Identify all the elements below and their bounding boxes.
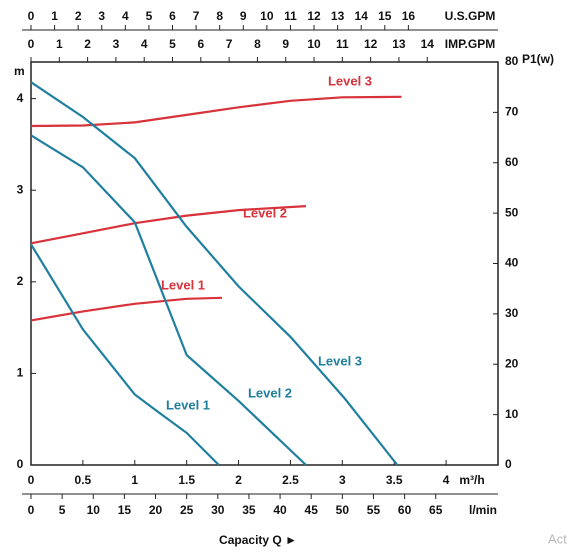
x-tick-label: 45 [305, 503, 319, 517]
x-tick-label: 4 [122, 9, 129, 23]
y2-tick-label: 70 [505, 105, 519, 119]
x-axis-title: Capacity Q ► [219, 533, 297, 547]
x-tick-label: 60 [398, 503, 412, 517]
y2-tick-label: 20 [505, 356, 519, 370]
x-tick-label: 13 [331, 9, 345, 23]
x-tick-label: 2 [235, 473, 242, 487]
x-tick-label: 16 [402, 9, 416, 23]
x-tick-label: 12 [307, 9, 321, 23]
x-axis-unit: IMP.GPM [445, 37, 495, 51]
x-tick-label: 5 [169, 37, 176, 51]
x-tick-label: 2 [84, 37, 91, 51]
x-axis-unit: U.S.GPM [445, 9, 496, 23]
x-tick-label: 15 [378, 9, 392, 23]
x-tick-label: 0 [28, 9, 35, 23]
x-tick-label: 9 [282, 37, 289, 51]
y2-tick-label: 40 [505, 256, 519, 270]
x-tick-label: 4 [443, 473, 450, 487]
x-tick-label: 40 [273, 503, 287, 517]
x-tick-label: 0 [28, 473, 35, 487]
curve [30, 134, 307, 466]
x-tick-label: 6 [169, 9, 176, 23]
y-tick-label: 2 [17, 274, 24, 288]
x-tick-label: 30 [211, 503, 225, 517]
series-label: Level 3 [318, 353, 362, 368]
plot-frame [30, 61, 499, 466]
x-tick-label: 2.5 [282, 473, 299, 487]
y2-tick-label: 80 [505, 54, 519, 68]
x-tick-label: 13 [392, 37, 406, 51]
series-label: Level 1 [166, 397, 210, 412]
y-tick-label: 3 [17, 182, 24, 196]
y2-axis-label: P1(w) [522, 52, 554, 66]
x-tick-label: 10 [87, 503, 101, 517]
y2-tick-label: 60 [505, 155, 519, 169]
x-tick-label: 11 [336, 37, 349, 51]
y-axis-label: m [14, 64, 25, 78]
y-tick-label: 1 [17, 366, 24, 380]
x-tick-label: 6 [197, 37, 204, 51]
watermark: Act [548, 531, 567, 546]
x-tick-label: 3 [339, 473, 346, 487]
curve [30, 205, 307, 245]
y2-tick-label: 30 [505, 306, 519, 320]
x-tick-label: 55 [367, 503, 381, 517]
x-tick-label: 10 [307, 37, 321, 51]
x-tick-label: 0.5 [75, 473, 92, 487]
x-tick-label: 3 [98, 9, 105, 23]
x-tick-label: 0 [28, 37, 35, 51]
y2-tick-label: 0 [505, 457, 512, 471]
x-tick-label: 1.5 [178, 473, 195, 487]
x-tick-label: 7 [226, 37, 233, 51]
x-tick-label: 1 [131, 473, 138, 487]
y2-tick-label: 50 [505, 205, 519, 219]
curve [30, 296, 223, 322]
x-axis-unit: l/min [469, 503, 497, 517]
x-tick-label: 1 [56, 37, 63, 51]
x-tick-label: 25 [180, 503, 194, 517]
series-label: Level 2 [243, 205, 287, 220]
x-tick-label: 65 [429, 503, 443, 517]
x-tick-label: 14 [421, 37, 435, 51]
x-tick-label: 7 [193, 9, 200, 23]
x-tick-label: 11 [284, 9, 297, 23]
x-tick-label: 2 [75, 9, 82, 23]
x-tick-label: 10 [260, 9, 274, 23]
x-tick-label: 4 [141, 37, 148, 51]
x-tick-label: 15 [118, 503, 132, 517]
x-tick-label: 50 [336, 503, 350, 517]
y2-tick-label: 10 [505, 407, 519, 421]
x-tick-label: 35 [242, 503, 256, 517]
x-tick-label: 0 [28, 503, 35, 517]
x-tick-label: 5 [146, 9, 153, 23]
x-tick-label: 5 [59, 503, 66, 517]
x-tick-label: 9 [240, 9, 247, 23]
x-tick-label: 3 [113, 37, 120, 51]
series-label: Level 3 [328, 73, 372, 88]
curve [30, 95, 402, 128]
curve [30, 81, 399, 466]
series-label: Level 2 [248, 385, 292, 400]
y-tick-label: 4 [17, 91, 24, 105]
x-axis-unit: m³/h [459, 473, 484, 487]
x-tick-label: 12 [364, 37, 378, 51]
curve [30, 243, 220, 466]
x-tick-label: 8 [254, 37, 261, 51]
x-tick-label: 14 [355, 9, 369, 23]
y-tick-label: 0 [17, 457, 24, 471]
x-tick-label: 1 [51, 9, 58, 23]
series-label: Level 1 [161, 277, 205, 292]
x-tick-label: 8 [216, 9, 223, 23]
x-tick-label: 20 [149, 503, 163, 517]
x-tick-label: 3.5 [386, 473, 403, 487]
